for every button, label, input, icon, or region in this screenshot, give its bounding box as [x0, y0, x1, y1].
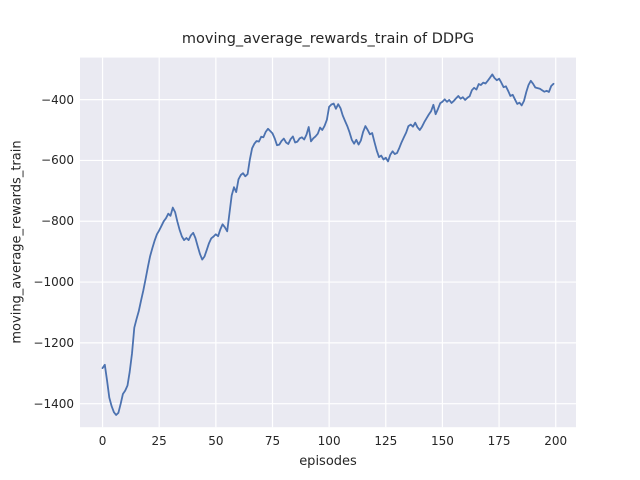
x-tick-label: 100: [317, 434, 341, 448]
x-axis-label: episodes: [299, 454, 357, 469]
x-tick-label: 25: [151, 434, 167, 448]
x-tick-label: 0: [98, 434, 107, 448]
y-tick-label: −600: [41, 153, 74, 168]
y-tick-label: −800: [41, 214, 74, 229]
y-tick-label: −1000: [33, 275, 74, 290]
y-axis-label: moving_average_rewards_train: [9, 140, 25, 344]
data-line: [101, 73, 555, 416]
x-tick-label: 175: [487, 434, 511, 448]
y-tick-label: −1200: [33, 335, 74, 350]
plot-area: [80, 57, 576, 428]
y-tick-label: −400: [41, 92, 74, 107]
x-tick-label: 125: [374, 434, 398, 448]
x-tick-label: 150: [430, 434, 454, 448]
x-tick-label: 200: [544, 434, 568, 448]
y-tick-label: −1400: [33, 396, 74, 411]
chart-title: moving_average_rewards_train of DDPG: [181, 31, 475, 47]
x-tick-label: 75: [264, 434, 281, 448]
x-tick-label: 50: [208, 434, 224, 448]
